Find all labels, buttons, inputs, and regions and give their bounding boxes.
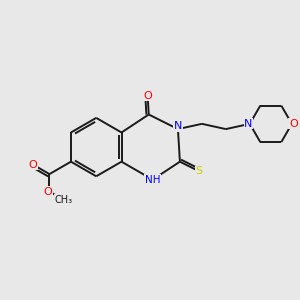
Text: NH: NH bbox=[145, 175, 161, 185]
Text: CH₃: CH₃ bbox=[54, 195, 72, 205]
Text: O: O bbox=[44, 187, 52, 196]
Text: O: O bbox=[289, 119, 298, 129]
Text: O: O bbox=[28, 160, 38, 170]
Text: O: O bbox=[143, 91, 152, 100]
Text: N: N bbox=[244, 119, 253, 129]
Text: S: S bbox=[195, 166, 202, 176]
Text: N: N bbox=[174, 121, 182, 131]
